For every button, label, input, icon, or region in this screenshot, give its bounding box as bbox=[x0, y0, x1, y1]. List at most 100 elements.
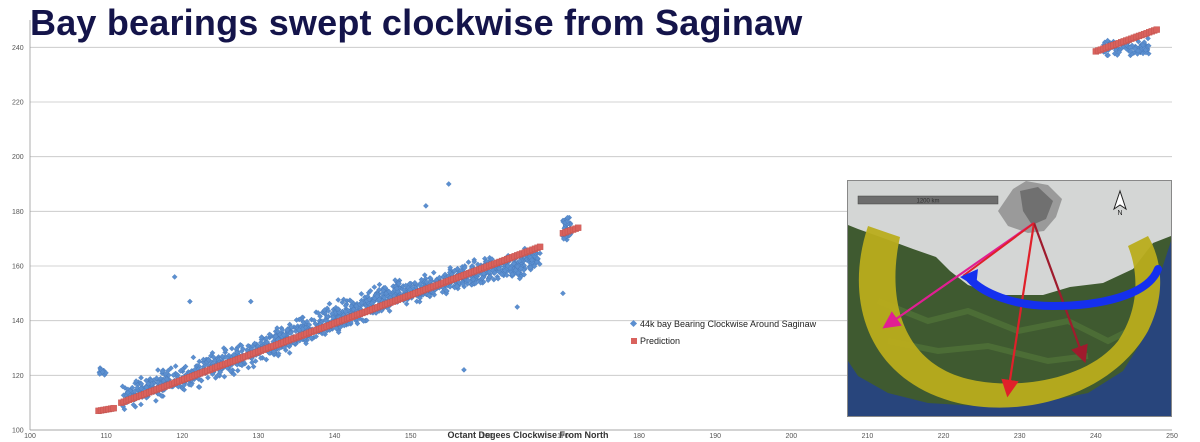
data-point-847 bbox=[366, 296, 373, 303]
data-point-1515 bbox=[1134, 51, 1141, 57]
data-point-1527 bbox=[187, 298, 193, 305]
data-point-366 bbox=[172, 363, 179, 369]
data-point-1044 bbox=[537, 250, 543, 257]
x-tick-label-140: 140 bbox=[329, 433, 341, 440]
data-point-403 bbox=[376, 281, 383, 288]
data-point-1410 bbox=[564, 214, 571, 221]
data-point-640 bbox=[339, 299, 346, 306]
x-tick-label-100: 100 bbox=[24, 433, 36, 440]
data-point-1314 bbox=[514, 263, 521, 270]
data-point-1344 bbox=[491, 269, 498, 276]
svg-text:N: N bbox=[1117, 210, 1122, 217]
data-point-356 bbox=[188, 382, 194, 388]
data-point-1523 bbox=[445, 181, 452, 187]
data-point-1238 bbox=[491, 276, 497, 283]
data-point-1459 bbox=[1145, 35, 1151, 42]
data-point-1280 bbox=[504, 272, 510, 279]
data-point-1354 bbox=[423, 279, 430, 285]
y-tick-label-240: 240 bbox=[12, 45, 24, 52]
data-point-200 bbox=[250, 363, 257, 370]
data-point-1352 bbox=[504, 263, 511, 269]
data-point-859 bbox=[263, 356, 270, 363]
data-point-393 bbox=[286, 350, 293, 356]
data-point-749 bbox=[303, 340, 309, 347]
data-point-1207 bbox=[454, 265, 461, 272]
north-arrow-icon: N bbox=[1113, 189, 1127, 217]
data-point-873 bbox=[293, 317, 300, 323]
data-point-1147 bbox=[527, 264, 534, 271]
data-point-374 bbox=[209, 371, 216, 377]
data-point-804 bbox=[315, 310, 321, 316]
x-tick-label-230: 230 bbox=[1014, 433, 1026, 440]
data-point-361 bbox=[205, 357, 212, 363]
data-point-402 bbox=[354, 320, 361, 327]
data-point-839 bbox=[275, 328, 281, 335]
data-point-1320 bbox=[529, 257, 535, 263]
prediction-point-172 bbox=[536, 243, 544, 251]
dark-red-bearing-arrow bbox=[1032, 222, 1088, 364]
data-point-1337 bbox=[447, 264, 454, 271]
data-point-986 bbox=[416, 298, 423, 305]
data-point-283 bbox=[258, 355, 264, 361]
data-point-1348 bbox=[534, 259, 540, 265]
data-point-286 bbox=[155, 367, 161, 373]
data-point-1334 bbox=[485, 277, 491, 284]
red-bearing-arrow bbox=[1001, 222, 1036, 398]
scale-bar-label: 1200 km bbox=[916, 199, 939, 205]
data-point-1119 bbox=[531, 263, 538, 270]
data-point-1367 bbox=[418, 276, 425, 283]
y-tick-label-140: 140 bbox=[12, 318, 24, 325]
data-point-341 bbox=[234, 349, 240, 356]
y-tick-label-100: 100 bbox=[12, 428, 24, 435]
x-tick-label-150: 150 bbox=[405, 433, 417, 440]
data-point-1219 bbox=[471, 258, 478, 265]
data-point-855 bbox=[284, 326, 291, 333]
data-point-677 bbox=[266, 331, 273, 338]
data-point-1098 bbox=[427, 275, 434, 282]
data-point-292 bbox=[227, 368, 234, 374]
data-point-167 bbox=[153, 397, 159, 404]
data-point-295 bbox=[217, 369, 224, 376]
data-point-1359 bbox=[534, 255, 541, 262]
data-point-680 bbox=[321, 307, 328, 313]
data-point-856 bbox=[306, 322, 313, 328]
data-point-775 bbox=[288, 324, 295, 330]
legend-marker-diamond bbox=[629, 319, 638, 328]
data-point-315 bbox=[145, 380, 152, 387]
x-axis-label: Octant Degees Clockwise From North bbox=[447, 430, 608, 440]
x-tick-label-170: 170 bbox=[557, 433, 569, 440]
data-point-287 bbox=[196, 384, 203, 390]
data-point-308 bbox=[231, 371, 237, 378]
data-point-1347 bbox=[481, 270, 487, 277]
data-point-1408 bbox=[564, 218, 571, 225]
data-point-79 bbox=[133, 378, 139, 384]
x-tick-label-240: 240 bbox=[1090, 433, 1102, 440]
data-point-125 bbox=[205, 374, 211, 381]
data-point-975 bbox=[495, 275, 501, 282]
legend-marker-square bbox=[631, 338, 637, 344]
data-point-724 bbox=[392, 277, 398, 283]
legend-label-prediction: Prediction bbox=[640, 336, 680, 346]
x-tick-label-180: 180 bbox=[633, 433, 645, 440]
data-point-891 bbox=[348, 303, 355, 310]
data-point-1363 bbox=[510, 260, 517, 267]
data-point-323 bbox=[229, 345, 235, 352]
data-point-892 bbox=[374, 293, 380, 299]
data-point-378 bbox=[181, 386, 188, 393]
data-point-1362 bbox=[412, 279, 418, 286]
data-point-241 bbox=[177, 368, 184, 374]
y-tick-label-120: 120 bbox=[12, 373, 24, 380]
data-point-254 bbox=[249, 359, 255, 366]
data-point-1325 bbox=[426, 292, 432, 299]
data-point-978 bbox=[403, 301, 410, 307]
x-tick-label-130: 130 bbox=[253, 433, 265, 440]
data-point-1287 bbox=[402, 282, 409, 289]
x-tick-label-250: 250 bbox=[1166, 433, 1178, 440]
data-point-851 bbox=[342, 308, 349, 315]
data-point-624 bbox=[313, 333, 319, 340]
slide-title: Bay bearings swept clockwise from Sagina… bbox=[30, 2, 803, 43]
data-point-181 bbox=[155, 379, 161, 386]
data-point-345 bbox=[238, 342, 245, 349]
data-point-526 bbox=[367, 287, 374, 294]
x-tick-label-220: 220 bbox=[938, 433, 950, 440]
